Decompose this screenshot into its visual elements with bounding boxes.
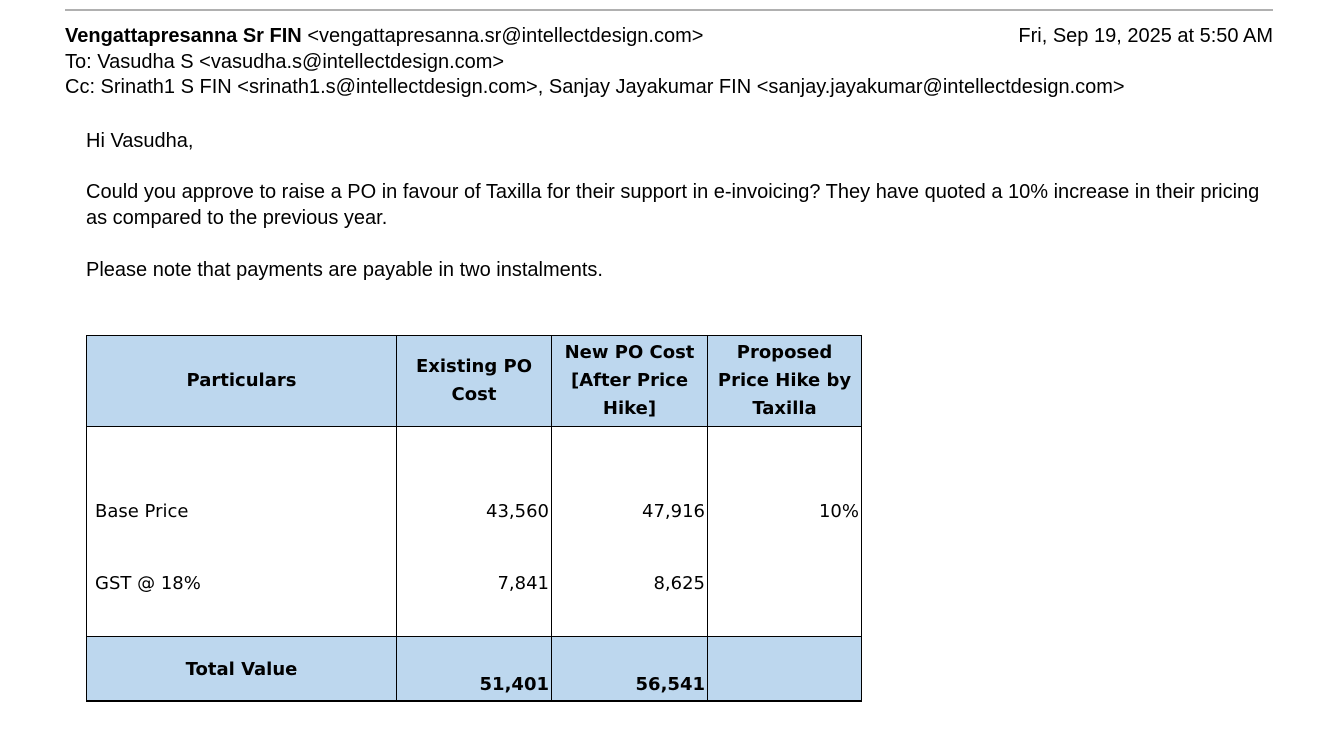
header-cell: Existing PO Cost <box>396 335 552 427</box>
body-cell: 47,916 8,625 <box>551 426 708 637</box>
cc-line: Cc: Srinath1 S FIN <srinath1.s@intellect… <box>65 76 1125 98</box>
body-cell: 43,560 7,841 <box>396 426 552 637</box>
total-label: Total Value <box>185 659 298 680</box>
greeting: Hi Vasudha, <box>86 130 194 152</box>
value: 8,625 <box>653 573 705 594</box>
date: Fri, Sep 19, 2025 at 5:50 AM <box>1018 25 1273 47</box>
row-label: GST @ 18% <box>95 573 201 594</box>
total-cell: 51,401 <box>396 636 552 702</box>
paragraph: Please note that payments are payable in… <box>86 259 603 281</box>
cost-table: Particulars Existing PO Cost New PO Cost… <box>86 335 862 702</box>
header-cell: Proposed Price Hike by Taxilla <box>707 335 862 427</box>
separator <box>65 9 1273 11</box>
total-cell: 56,541 <box>551 636 708 702</box>
value: 43,560 <box>486 501 549 522</box>
value: 47,916 <box>642 501 705 522</box>
body-cell: 10% <box>707 426 862 637</box>
paragraph: Could you approve to raise a PO in favou… <box>86 181 1260 229</box>
total-cell: Total Value <box>86 636 397 702</box>
total-value: 51,401 <box>479 674 549 695</box>
row-label: Base Price <box>95 501 189 522</box>
to-line: To: Vasudha S <vasudha.s@intellectdesign… <box>65 51 505 73</box>
from-name: Vengattapresanna Sr FIN <box>65 25 302 47</box>
total-cell <box>707 636 862 702</box>
value: 10% <box>818 501 859 522</box>
header-cell: New PO Cost [After Price Hike] <box>551 335 708 427</box>
from-line: Vengattapresanna Sr FIN <vengattapresann… <box>65 24 703 48</box>
body-cell: Base Price GST @ 18% <box>86 426 397 637</box>
header-cell: Particulars <box>86 335 397 427</box>
total-value: 56,541 <box>635 674 705 695</box>
value: 7,841 <box>497 573 549 594</box>
from-email: <vengattapresanna.sr@intellectdesign.com… <box>307 25 704 47</box>
